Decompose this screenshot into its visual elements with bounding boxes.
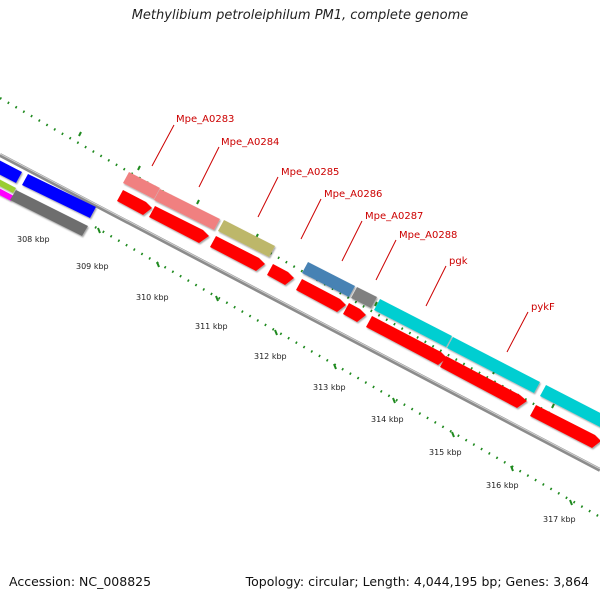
kbp-label: 315 kbp — [429, 448, 462, 457]
leader-mpe-a0284 — [198, 146, 220, 188]
gene-label-pykf[interactable]: pykF — [531, 302, 555, 313]
cds-arrow[interactable] — [296, 279, 346, 312]
gene-label-mpe-a0285[interactable]: Mpe_A0285 — [281, 167, 339, 178]
cds-ring — [117, 190, 600, 448]
kbp-label: 311 kbp — [195, 322, 228, 331]
gene-label-mpe-a0284[interactable]: Mpe_A0284 — [221, 137, 279, 148]
major-tick — [78, 131, 82, 137]
feature-partial-blue-left[interactable] — [0, 158, 22, 183]
feature-blue-gene[interactable] — [22, 174, 96, 218]
label-leaders — [151, 124, 529, 353]
cds-arrow[interactable] — [530, 405, 600, 448]
leader-pykf — [506, 311, 529, 353]
major-tick — [551, 403, 555, 409]
accession-label: Accession: NC_008825 — [9, 574, 152, 589]
gene-label-mpe-a0286[interactable]: Mpe_A0286 — [324, 189, 382, 200]
kbp-label: 314 kbp — [371, 415, 404, 424]
cds-arrow[interactable] — [267, 264, 294, 285]
leader-mpe-a0288 — [375, 239, 397, 281]
kbp-label: 313 kbp — [313, 383, 346, 392]
cds-arrow[interactable] — [440, 356, 527, 408]
leader-mpe-a0287 — [341, 220, 363, 262]
major-tick — [392, 397, 396, 404]
kbp-label: 317 kbp — [543, 515, 576, 524]
major-tick — [156, 261, 160, 268]
feature-partial-green[interactable] — [0, 177, 16, 193]
cds-arrow[interactable] — [366, 316, 447, 365]
kbp-label: 316 kbp — [486, 481, 519, 490]
leader-pgk — [425, 265, 447, 307]
cds-arrow[interactable] — [210, 236, 265, 271]
major-tick — [274, 329, 278, 336]
leader-mpe-a0283 — [151, 124, 175, 167]
feature-pgk[interactable] — [374, 299, 452, 347]
major-tick — [333, 363, 337, 370]
feature-mpe-a0283[interactable] — [123, 172, 160, 199]
kbp-labels: 308 kbp 309 kbp 310 kbp 311 kbp 312 kbp … — [17, 235, 576, 524]
kbp-label: 308 kbp — [17, 235, 50, 244]
left-partial-features — [0, 177, 88, 236]
kbp-label: 309 kbp — [76, 262, 109, 271]
feature-mpe-a0285[interactable] — [218, 220, 275, 257]
major-tick — [196, 199, 200, 205]
major-tick — [510, 465, 514, 472]
gene-label-mpe-a0287[interactable]: Mpe_A0287 — [365, 211, 423, 222]
cds-arrow[interactable] — [343, 303, 366, 322]
feature-cyan-right[interactable] — [540, 385, 600, 429]
major-tick — [137, 165, 141, 171]
gene-label-mpe-a0288[interactable]: Mpe_A0288 — [399, 230, 457, 241]
kbp-label: 312 kbp — [254, 352, 287, 361]
feature-gray-gene[interactable] — [10, 190, 88, 236]
genome-backbone — [0, 153, 600, 472]
inner-tick-track — [94, 225, 600, 519]
feature-partial-magenta[interactable] — [0, 186, 14, 201]
feature-mpe-a0287[interactable] — [302, 262, 355, 297]
feature-pykf[interactable] — [447, 337, 540, 393]
gene-labels: Mpe_A0283 Mpe_A0284 Mpe_A0285 Mpe_A0286 … — [176, 114, 555, 313]
inner-major-ticks — [97, 227, 573, 506]
cds-arrow[interactable] — [149, 206, 209, 243]
cds-arrow[interactable] — [117, 190, 152, 215]
genome-stats: Topology: circular; Length: 4,044,195 bp… — [245, 574, 589, 589]
major-tick — [569, 499, 573, 506]
major-tick — [215, 295, 219, 302]
kbp-label: 310 kbp — [136, 293, 169, 302]
page-title: Methylibium petroleiphilum PM1, complete… — [131, 8, 469, 23]
cog-ring — [0, 158, 600, 429]
leader-mpe-a0285 — [257, 176, 279, 218]
leader-mpe-a0286 — [300, 198, 322, 240]
major-tick — [97, 227, 101, 234]
major-tick — [451, 431, 455, 438]
feature-mpe-a0288[interactable] — [351, 287, 377, 308]
feature-mpe-a0284[interactable] — [154, 189, 220, 230]
major-tick — [374, 301, 378, 307]
gene-label-pgk[interactable]: pgk — [449, 256, 468, 267]
gene-label-mpe-a0283[interactable]: Mpe_A0283 — [176, 114, 234, 125]
